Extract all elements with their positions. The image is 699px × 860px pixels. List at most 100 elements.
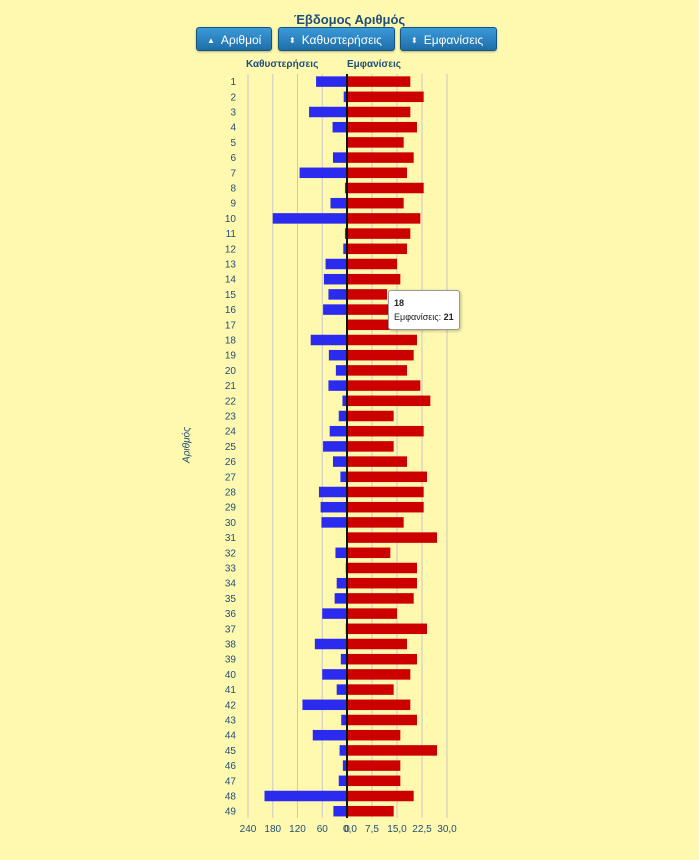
appearance-bar: [347, 471, 427, 483]
appearance-bar: [347, 121, 417, 133]
delay-bar: [334, 593, 347, 604]
category-label: 27: [225, 472, 237, 483]
delay-bar: [344, 228, 347, 239]
delay-bar: [336, 684, 347, 695]
category-label: 46: [225, 761, 237, 772]
appearance-bar: [347, 745, 437, 756]
category-label: 16: [225, 305, 237, 316]
appearance-bar: [347, 638, 407, 650]
delay-bar: [322, 669, 347, 680]
category-label: 25: [225, 442, 237, 453]
sort-numbers-button[interactable]: ▲ Αριθμοί: [196, 27, 272, 51]
sort-appearances-label: Εμφανίσεις: [423, 33, 484, 47]
appearance-bar: [347, 547, 391, 559]
delay-bar: [314, 638, 347, 650]
appearance-bar: [347, 441, 394, 452]
category-label: 17: [225, 320, 237, 331]
delay-bar: [323, 441, 347, 452]
delay-bar: [338, 410, 347, 422]
appearance-bar: [347, 289, 387, 300]
appearance-bar: [347, 243, 407, 255]
delay-bar: [333, 805, 347, 817]
delay-bar: [341, 714, 347, 726]
category-label: 3: [230, 108, 236, 119]
chart-title: Έβδομος Αριθμός: [293, 12, 406, 27]
category-label: 14: [225, 275, 237, 286]
x-tick-label-delays: 0: [344, 824, 350, 835]
sort-updown-icon: ⬍: [411, 36, 418, 45]
appearance-bar: [347, 395, 431, 407]
bar-tooltip: 18 Εμφανίσεις: 21: [388, 290, 460, 330]
appearance-bar: [347, 380, 421, 391]
delay-bar: [343, 243, 347, 255]
appearance-bar: [347, 653, 417, 665]
delay-bar: [338, 775, 347, 787]
category-label: 49: [225, 807, 237, 818]
x-tick-label-delays: 60: [317, 824, 329, 835]
appearance-bar: [347, 775, 401, 787]
x-tick-label-delays: 240: [240, 824, 257, 835]
category-label: 13: [225, 260, 237, 271]
x-tick-label-appearances: 7,5: [365, 824, 379, 835]
x-tick-label-appearances: 30,0: [437, 824, 457, 835]
appearance-bar: [347, 349, 414, 361]
delay-bar: [302, 699, 347, 711]
category-label: 36: [225, 609, 237, 620]
appearance-bar: [347, 76, 411, 87]
appearance-bar: [347, 532, 437, 543]
delay-bar: [318, 486, 347, 498]
delay-bar: [340, 653, 347, 665]
delay-bar: [272, 213, 347, 224]
appearance-bar: [347, 304, 407, 315]
delay-bar: [323, 304, 347, 315]
delay-bar: [336, 577, 347, 589]
category-label: 30: [225, 518, 237, 529]
delay-bar: [264, 790, 347, 802]
delay-bar: [340, 471, 347, 483]
appearances-column-heading: Εμφανίσεις: [347, 59, 401, 70]
x-tick-label-appearances: 22,5: [412, 824, 432, 835]
delay-bar: [330, 197, 347, 209]
category-label: 47: [225, 776, 237, 787]
delay-bar: [342, 395, 347, 407]
delay-bar: [328, 380, 347, 391]
delay-bar: [299, 167, 347, 179]
appearance-bar: [347, 273, 401, 285]
category-label: 44: [225, 731, 237, 742]
category-label: 1: [230, 77, 236, 88]
appearance-bar: [347, 91, 424, 103]
sort-delays-label: Καθυστερήσεις: [301, 33, 382, 47]
appearance-bar: [347, 456, 407, 467]
delay-bar: [329, 425, 347, 437]
appearance-bar: [347, 365, 407, 376]
appearance-bar: [347, 486, 424, 498]
appearance-bar: [347, 213, 421, 224]
category-label: 38: [225, 640, 237, 651]
appearance-bar: [347, 501, 424, 513]
category-label: 7: [230, 168, 236, 179]
category-label: 39: [225, 655, 237, 666]
category-label: 45: [225, 746, 237, 757]
category-label: 8: [230, 184, 236, 195]
category-label: 11: [226, 229, 237, 240]
sort-appearances-button[interactable]: ⬍ Εμφανίσεις: [400, 27, 497, 51]
delay-bar: [321, 517, 347, 528]
category-label: 10: [225, 214, 237, 225]
delay-bar: [316, 76, 347, 87]
delay-bar: [328, 289, 347, 300]
delay-bar: [332, 121, 347, 133]
delay-bar: [342, 760, 347, 771]
appearance-bar: [347, 258, 397, 270]
appearance-bar: [347, 577, 417, 589]
category-label: 2: [230, 92, 236, 103]
y-axis-title: Αριθμός: [181, 427, 193, 463]
delays-column-heading: Καθυστερήσεις: [246, 59, 319, 70]
appearance-bar: [347, 623, 427, 635]
sort-delays-button[interactable]: ⬍ Καθυστερήσεις: [278, 27, 395, 51]
category-label: 48: [225, 792, 237, 803]
appearance-bar: [347, 137, 404, 148]
appearance-bar: [347, 106, 411, 118]
delay-bar: [322, 608, 347, 619]
appearance-bar: [347, 517, 404, 528]
category-label: 29: [225, 503, 237, 514]
